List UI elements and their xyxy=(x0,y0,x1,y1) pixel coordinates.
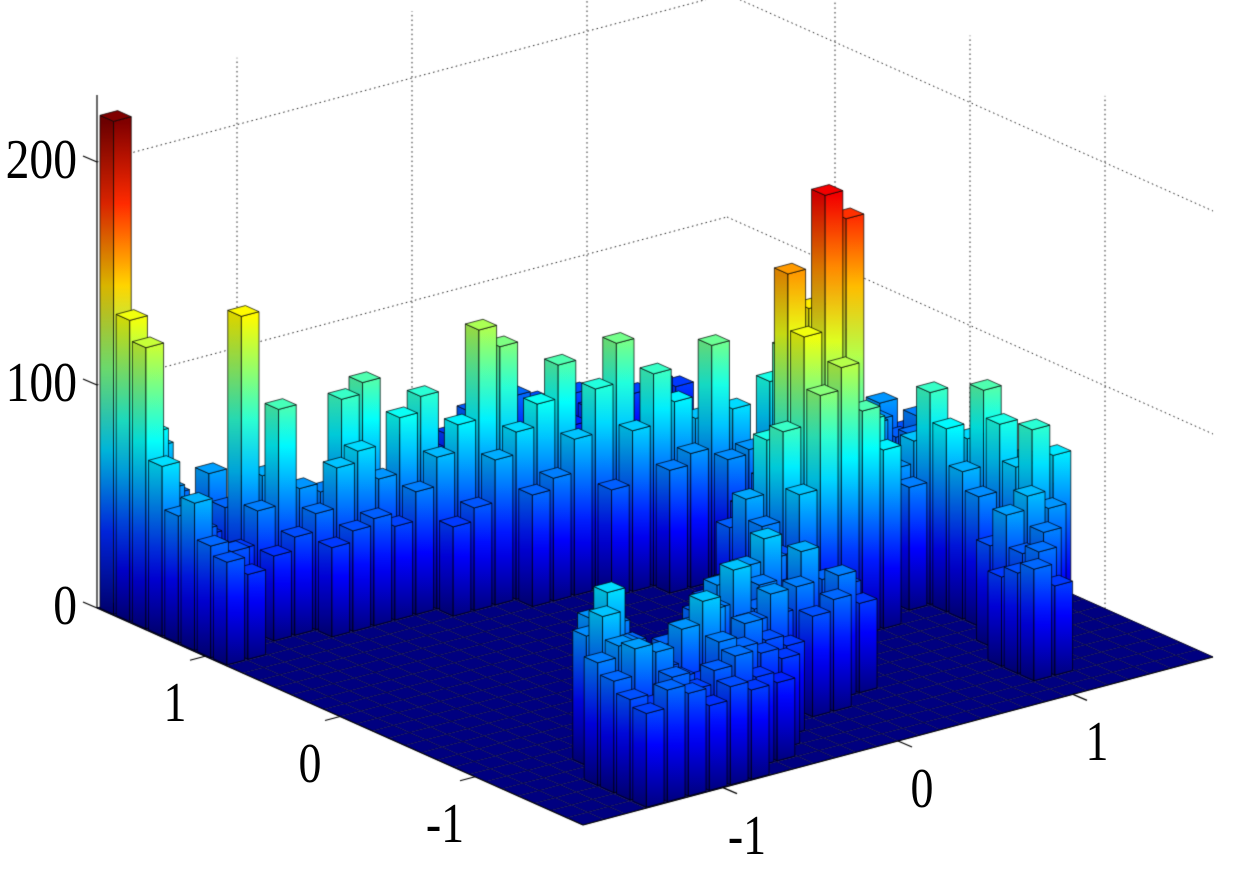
x-tick-label-0: -1 xyxy=(727,804,767,867)
z-tick-label-1: 100 xyxy=(5,352,77,414)
z-tick-label-0: 0 xyxy=(53,575,77,637)
x-tick-label-2: 1 xyxy=(1085,711,1109,774)
y-tick-label-1: 0 xyxy=(298,732,322,795)
y-tick-label-2: -1 xyxy=(425,792,465,855)
z-tick-label-2: 200 xyxy=(5,129,77,191)
y-tick-label-0: 1 xyxy=(163,672,187,735)
x-tick-label-1: 0 xyxy=(910,758,934,820)
